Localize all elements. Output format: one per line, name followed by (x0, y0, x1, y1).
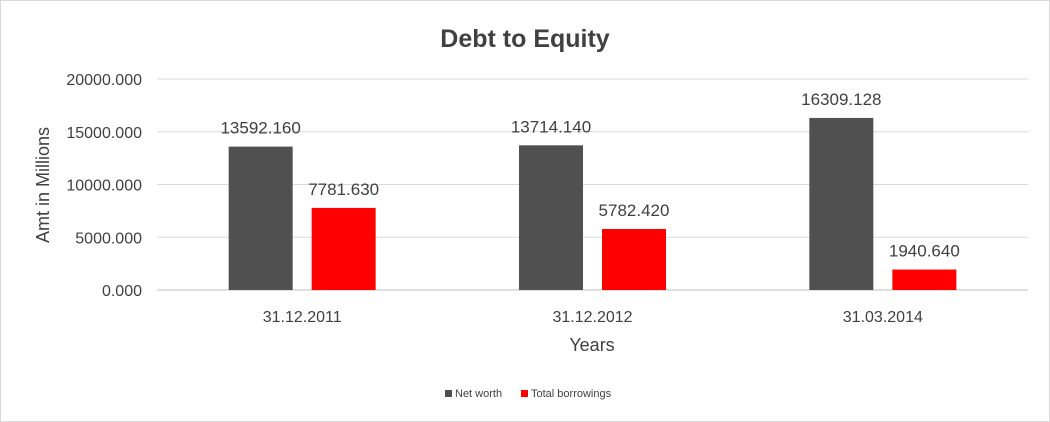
x-tick-label: 31.12.2011 (263, 309, 342, 326)
y-tick-label: 15000.000 (66, 125, 142, 142)
chart-title: Debt to Equity (440, 25, 610, 53)
data-label: 16309.128 (801, 90, 881, 109)
data-label: 1940.640 (889, 242, 960, 261)
data-label: 7781.630 (308, 180, 379, 199)
x-axis-ticks: 31.12.2011 31.12.2012 31.03.2014 (263, 309, 923, 326)
x-axis-title: Years (569, 335, 614, 355)
legend-swatch (521, 390, 528, 397)
legend-label: Net worth (455, 388, 502, 400)
y-tick-label: 10000.000 (66, 178, 142, 195)
bars (228, 117, 957, 291)
y-tick-label: 20000.000 (66, 72, 142, 89)
bar-net-worth (519, 145, 583, 290)
y-tick-label: 5000.000 (75, 230, 142, 247)
y-axis-title: Amt in Millions (33, 127, 53, 243)
bar-net-worth (809, 117, 874, 291)
x-tick-label: 31.03.2014 (843, 309, 923, 326)
data-label: 13592.160 (220, 119, 300, 138)
y-axis-ticks: 0.000 5000.000 10000.000 15000.000 20000.000 (66, 72, 142, 300)
legend: Net worth Total borrowings (445, 388, 612, 400)
x-tick-label: 31.12.2012 (552, 309, 632, 326)
data-labels: 13592.160 7781.630 13714.140 5782.420 16309.… (220, 90, 959, 261)
bar-total-borrowings (892, 269, 957, 290)
legend-label: Total borrowings (531, 388, 612, 400)
legend-swatch (445, 390, 452, 397)
gridlines (157, 78, 1028, 291)
bar-total-borrowings (602, 228, 666, 290)
bar-net-worth (228, 146, 293, 290)
data-label: 13714.140 (511, 117, 591, 136)
data-label: 5782.420 (599, 201, 670, 220)
y-tick-label: 0.000 (102, 283, 142, 300)
bar-total-borrowings (311, 207, 376, 290)
